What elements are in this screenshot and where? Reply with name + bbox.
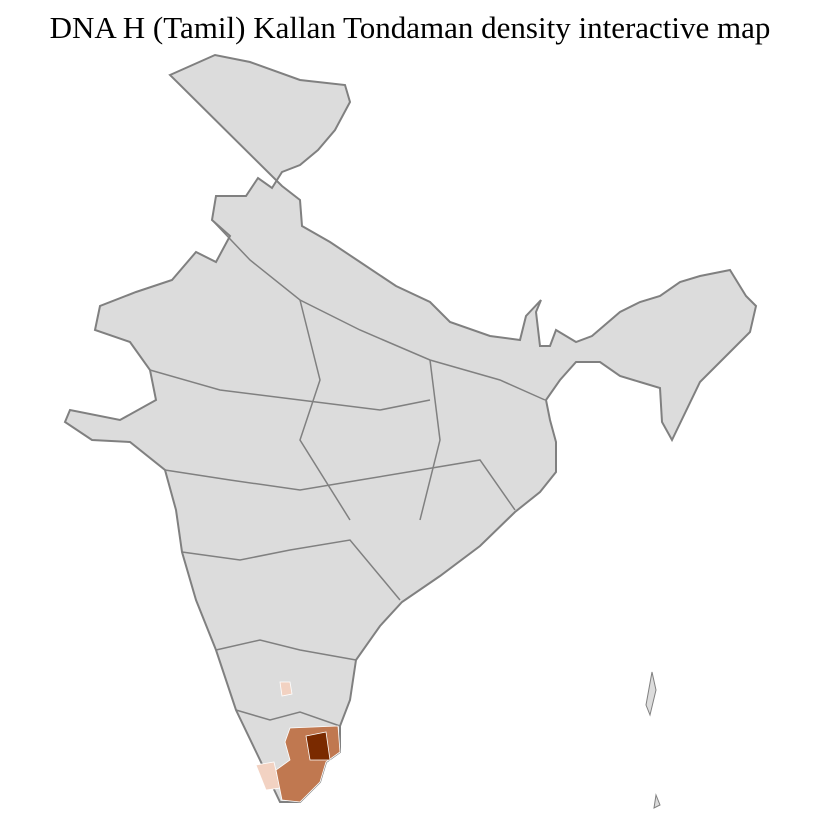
district-high-density[interactable] <box>305 731 331 761</box>
density-districts <box>255 681 341 803</box>
island-group[interactable] <box>653 793 661 809</box>
state-border <box>299 299 351 521</box>
district-low-density[interactable] <box>279 681 293 697</box>
island-group[interactable] <box>645 671 657 717</box>
country-shape <box>63 53 758 803</box>
state-borders <box>149 219 546 727</box>
india-outline[interactable] <box>63 53 758 803</box>
state-border <box>181 539 401 601</box>
andaman-islands <box>645 671 661 809</box>
state-border <box>235 709 341 727</box>
state-border <box>215 639 357 661</box>
state-border <box>149 369 431 411</box>
map-title: DNA H (Tamil) Kallan Tondaman density in… <box>49 10 771 45</box>
state-border <box>419 359 441 521</box>
state-border <box>211 219 546 401</box>
state-border <box>164 459 516 511</box>
